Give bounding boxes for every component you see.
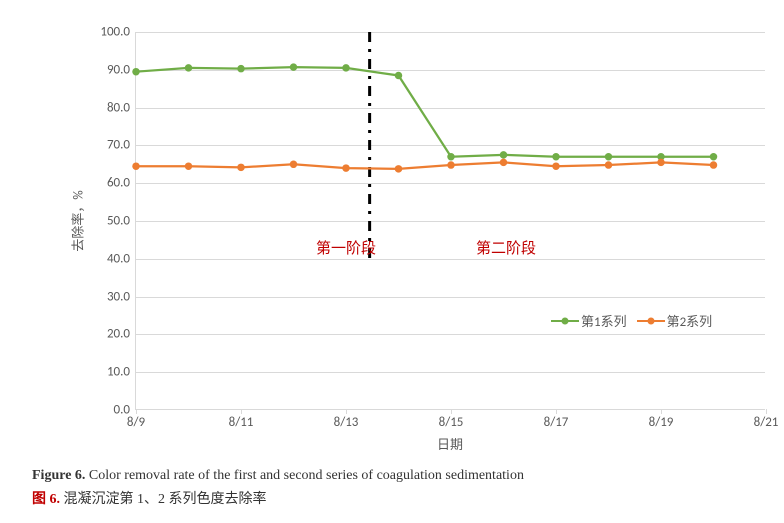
x-tick-label: 8/13 — [334, 409, 359, 430]
phase-annotation: 第二阶段 — [476, 237, 536, 258]
y-tick-label: 60.0 — [107, 176, 136, 191]
y-axis-title: 去除率，% — [68, 190, 87, 251]
legend-swatch — [637, 316, 665, 326]
y-tick-label: 20.0 — [107, 327, 136, 342]
x-tick-label: 8/19 — [649, 409, 674, 430]
x-tick-label: 8/11 — [229, 409, 254, 430]
x-tick-label: 8/17 — [544, 409, 569, 430]
phase-annotation: 第一阶段 — [316, 237, 376, 258]
legend-item: 第2系列 — [637, 311, 713, 330]
plot-area: 0.010.020.030.040.050.060.070.080.090.01… — [135, 32, 765, 410]
x-tick-label: 8/9 — [127, 409, 145, 430]
caption-english: Figure 6. Color removal rate of the firs… — [32, 468, 524, 484]
legend-label: 第1系列 — [581, 311, 627, 330]
x-tick-label: 8/21 — [754, 409, 779, 430]
series-第2系列 — [136, 32, 766, 410]
y-tick-label: 30.0 — [107, 289, 136, 304]
legend-item: 第1系列 — [551, 311, 627, 330]
y-tick-label: 50.0 — [107, 214, 136, 229]
y-tick-label: 70.0 — [107, 138, 136, 153]
y-tick-label: 40.0 — [107, 251, 136, 266]
y-tick-label: 90.0 — [107, 62, 136, 77]
caption-cn-prefix: 图 6. — [32, 492, 60, 507]
chart-container: 0.010.020.030.040.050.060.070.080.090.01… — [30, 10, 750, 450]
y-tick-label: 100.0 — [100, 25, 136, 40]
legend-label: 第2系列 — [667, 311, 713, 330]
caption-cn-text: 混凝沉淀第 1、2 系列色度去除率 — [60, 492, 267, 507]
caption-chinese: 图 6. 混凝沉淀第 1、2 系列色度去除率 — [32, 488, 267, 508]
y-tick-label: 10.0 — [107, 365, 136, 380]
x-tick-label: 8/15 — [439, 409, 464, 430]
legend: 第1系列 第2系列 — [551, 311, 712, 330]
x-axis-title: 日期 — [437, 434, 463, 453]
caption-en-prefix: Figure 6. — [32, 468, 85, 483]
legend-swatch — [551, 316, 579, 326]
caption-en-text: Color removal rate of the first and seco… — [85, 468, 524, 483]
y-tick-label: 80.0 — [107, 100, 136, 115]
